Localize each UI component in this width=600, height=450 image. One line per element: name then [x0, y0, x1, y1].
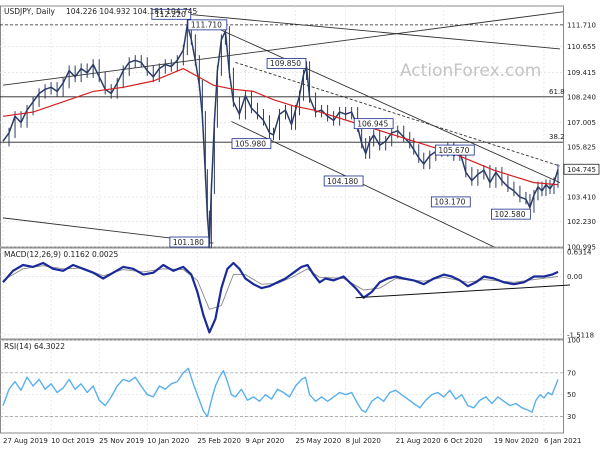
price-callout-box [169, 236, 210, 248]
macd-panel-frame [0, 247, 564, 340]
rsi-y-tick-label: 70 [567, 369, 576, 377]
price-callout-label: 105.980 [235, 139, 266, 148]
macd-trend-line [355, 284, 571, 299]
macd-y-tick-label: -1.5118 [567, 331, 594, 339]
price-callout-box [491, 208, 531, 220]
level-label: 61.8 [549, 88, 565, 96]
price-y-tick-label: 103.410 [567, 193, 596, 201]
level-label: 38.2 [549, 133, 565, 141]
price-y-tick-label: 107.005 [567, 119, 596, 127]
price-callout-label: 105.670 [438, 146, 469, 155]
last-price-label: 104.745 [567, 166, 596, 174]
x-tick-label: 10 Jan 2020 [147, 437, 189, 445]
price-callout-box [353, 118, 394, 130]
x-tick-label: 8 Jul 2020 [346, 437, 381, 445]
moving-average-line [2, 67, 559, 186]
trend-line [221, 29, 561, 184]
price-callout-label: 109.850 [270, 59, 301, 68]
rsi-panel-frame [0, 339, 564, 434]
price-callout-label: 102.580 [494, 210, 525, 219]
x-tick-label: 25 May 2020 [296, 437, 342, 445]
rsi-y-tick-label: 100 [567, 337, 580, 345]
price-panel-frame [0, 5, 564, 248]
price-callout-label: 111.710 [191, 21, 222, 30]
price-callout-box [151, 8, 192, 20]
price-callout-label: 104.180 [327, 177, 358, 186]
price-callout-label: 112.220 [155, 10, 186, 19]
trend-line [235, 61, 561, 167]
price-callout-label: 103.170 [434, 198, 465, 207]
price-y-tick-label: 111.710 [567, 21, 596, 29]
price-y-tick-label: 105.825 [567, 143, 596, 151]
trend-line [188, 13, 561, 50]
chart-title: USDJPY, Daily [4, 7, 55, 16]
x-tick-label: 19 Nov 2020 [494, 437, 539, 445]
x-tick-label: 21 Aug 2020 [396, 437, 441, 445]
price-callout-box [231, 138, 272, 150]
macd-signal-line [2, 265, 559, 310]
price-y-tick-label: 100.995 [567, 244, 596, 252]
price-callout-box [323, 175, 364, 187]
price-callout-box [266, 58, 307, 69]
price-y-tick-label: 102.230 [567, 218, 596, 226]
price-y-tick-label: 108.240 [567, 93, 596, 101]
price-callout-label: 101.180 [173, 238, 204, 247]
x-tick-label: 9 Apr 2020 [245, 437, 284, 445]
price-callout-box [187, 19, 228, 31]
x-tick-label: 25 Feb 2020 [197, 437, 241, 445]
macd-title: MACD(12,26,9) 0.1162 0.0025 [4, 250, 118, 259]
x-tick-label: 10 Oct 2019 [51, 437, 94, 445]
price-callout-box [430, 196, 471, 208]
rsi-y-tick-label: 50 [567, 391, 576, 399]
price-callout-box [434, 144, 475, 156]
last-price-box [563, 163, 600, 175]
price-series [2, 24, 559, 244]
macd-y-tick-label: 0.00 [567, 273, 583, 281]
macd-y-tick-label: 0.6314 [567, 249, 592, 257]
rsi-title: RSI(14) 64.3022 [4, 342, 65, 351]
x-tick-label: 25 Nov 2019 [99, 437, 144, 445]
macd-line [2, 261, 559, 334]
watermark-text: ActionForex.com [400, 61, 541, 81]
price-callout-label: 106.945 [357, 119, 388, 128]
rsi-y-tick-label: 30 [567, 413, 576, 421]
price-y-tick-label: 110.655 [567, 43, 596, 51]
x-tick-label: 6 Jan 2021 [544, 437, 582, 445]
price-y-tick-label: 109.415 [567, 69, 596, 77]
trend-line [2, 11, 563, 86]
rsi-line [2, 367, 559, 418]
x-tick-label: 6 Oct 2020 [444, 437, 483, 445]
x-tick-label: 27 Aug 2019 [3, 437, 48, 445]
ohlc-values: 104.226 104.932 104.181 104.745 [66, 7, 197, 16]
